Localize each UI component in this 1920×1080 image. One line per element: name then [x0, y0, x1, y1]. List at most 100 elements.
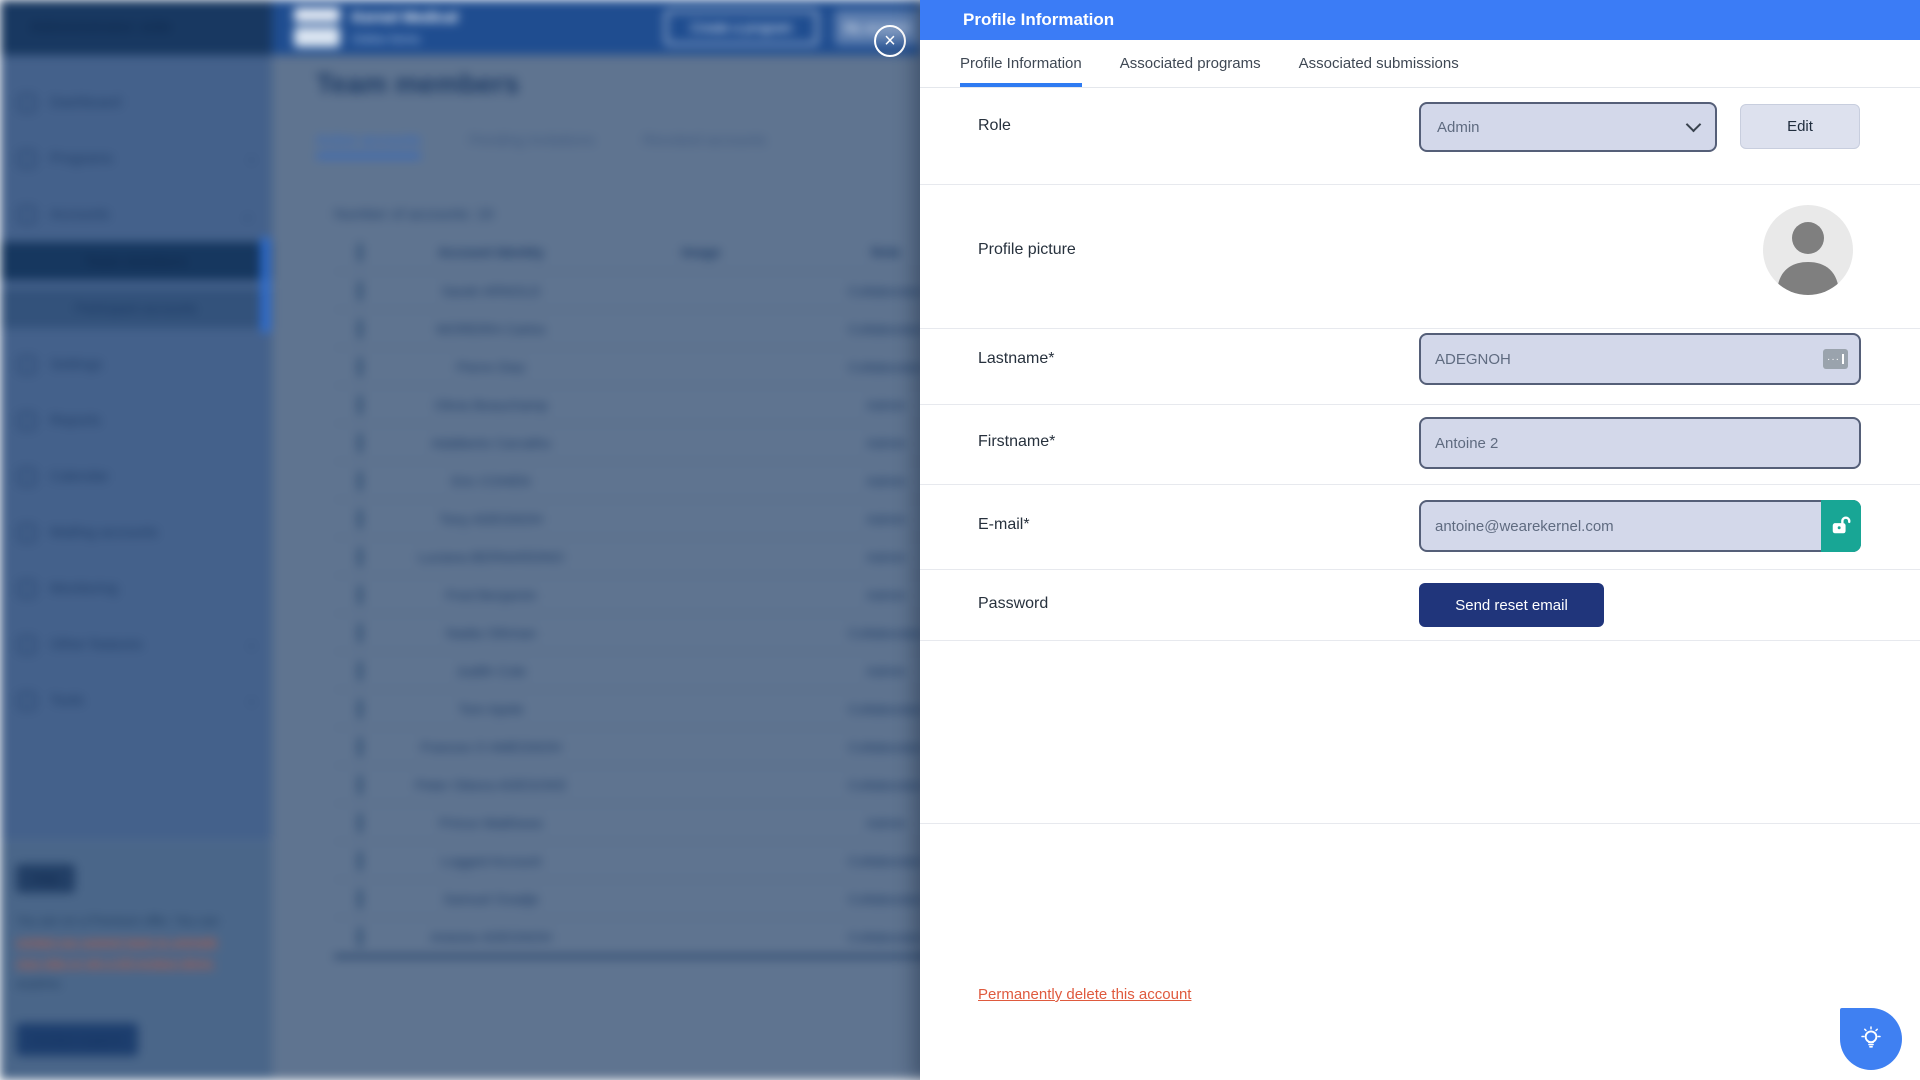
- row-checkbox[interactable]: [358, 508, 362, 529]
- divider: [920, 328, 1920, 329]
- firstname-input[interactable]: [1419, 417, 1861, 469]
- email-lock-button[interactable]: [1821, 500, 1861, 552]
- sidebar-item[interactable]: Reports: [0, 393, 272, 449]
- contact-support-button[interactable]: Contact support: [16, 1023, 138, 1056]
- sidebar-item-icon: [18, 636, 36, 654]
- edit-role-button[interactable]: Edit: [1740, 104, 1860, 149]
- app-subtitle: Online forms: [352, 32, 421, 46]
- autofill-icon[interactable]: ···: [1823, 349, 1848, 369]
- row-checkbox[interactable]: [358, 622, 362, 643]
- row-checkbox[interactable]: [358, 736, 362, 757]
- table-row[interactable]: Olivia Beauchamp Admin: [334, 386, 974, 424]
- send-reset-email-button[interactable]: Send reset email: [1419, 583, 1604, 627]
- main-tab[interactable]: Revoked accounts: [642, 132, 767, 149]
- column-header-role: Role: [871, 245, 901, 260]
- divider: [920, 569, 1920, 570]
- topbar: Kernel Medical Online forms Create a pro…: [272, 0, 920, 55]
- table-row[interactable]: Frances O AMEGNOH Collaborator: [334, 728, 974, 766]
- lastname-label: Lastname*: [978, 350, 1055, 367]
- sidebar-item[interactable]: Tools ›: [0, 673, 272, 729]
- help-badge[interactable]: Help: [16, 864, 75, 893]
- chevron-icon: ›: [249, 636, 254, 654]
- divider: [920, 640, 1920, 641]
- table-row[interactable]: Tom Apele Collaborator: [334, 690, 974, 728]
- row-checkbox[interactable]: [358, 470, 362, 491]
- role-select[interactable]: Admin: [1419, 102, 1717, 152]
- row-checkbox[interactable]: [358, 698, 362, 719]
- row-checkbox[interactable]: [358, 432, 362, 453]
- sidebar-item[interactable]: Accounts ⌄: [0, 187, 272, 243]
- table-row[interactable]: Fred Benjamin Admin: [334, 576, 974, 614]
- password-label: Password: [978, 595, 1049, 612]
- table-row[interactable]: Judith Cole Admin: [334, 652, 974, 690]
- main-tab[interactable]: Active accounts: [316, 132, 422, 158]
- table-row[interactable]: Peter Obiora ADEGOKE Collaborator: [334, 766, 974, 804]
- row-checkbox[interactable]: [358, 888, 362, 909]
- row-role: Collaborator: [847, 890, 925, 907]
- sidebar-item[interactable]: Mailing accounts: [0, 505, 272, 561]
- table-row[interactable]: Adalberto Carvalho Admin: [334, 424, 974, 462]
- table-row[interactable]: Tony ADEGNOH Admin: [334, 500, 974, 538]
- email-input[interactable]: [1419, 500, 1861, 552]
- table-row[interactable]: Antoine ADEGNOH Collaborator: [334, 918, 974, 956]
- row-checkbox[interactable]: [358, 394, 362, 415]
- row-role: Collaborator: [847, 852, 925, 869]
- sidebar-item[interactable]: Other features ›: [0, 617, 272, 673]
- row-checkbox[interactable]: [358, 356, 362, 377]
- row-checkbox[interactable]: [358, 812, 362, 833]
- scrollbar-thumb[interactable]: [261, 237, 270, 333]
- help-text-line: anytime.: [16, 977, 64, 991]
- sidebar-item[interactable]: Monitoring: [0, 561, 272, 617]
- main-tab[interactable]: Pending invitations: [469, 132, 595, 149]
- table-row[interactable]: Prince Matthews Admin: [334, 804, 974, 842]
- help-text-line: contact our support team to upgrade: [16, 935, 218, 949]
- table-row[interactable]: Logged Account Collaborator: [334, 842, 974, 880]
- sidebar-item-label: Calendar: [50, 469, 109, 485]
- sidebar: Administrator side Dashboard Programs ›: [0, 0, 272, 1080]
- sidebar-item-participant-accounts[interactable]: Participant accounts: [0, 289, 272, 328]
- row-checkbox[interactable]: [358, 660, 362, 681]
- table-row[interactable]: Pierre Diaz Collaborator: [334, 348, 974, 386]
- panel-tabs: Profile Information Associated programs …: [920, 40, 1920, 88]
- close-dialog-button[interactable]: ×: [874, 25, 906, 57]
- table-row[interactable]: Luciana BERNARDINO Admin: [334, 538, 974, 576]
- sidebar-item[interactable]: Settings: [0, 337, 272, 393]
- delete-account-link[interactable]: Permanently delete this account: [978, 986, 1192, 1003]
- sidebar-item[interactable]: Dashboard: [0, 75, 272, 131]
- profile-picture-label: Profile picture: [978, 241, 1076, 258]
- row-name: Adalberto Carvalho: [431, 434, 551, 451]
- row-checkbox[interactable]: [358, 318, 362, 339]
- table-row[interactable]: Sarah ARNOLD Collaborator: [334, 272, 974, 310]
- create-program-button[interactable]: Create a program: [665, 10, 818, 45]
- row-checkbox[interactable]: [358, 280, 362, 301]
- row-checkbox[interactable]: [358, 584, 362, 605]
- row-role: Collaborator: [847, 738, 925, 755]
- table-row[interactable]: MOREIRA Carlos Collaborator: [334, 310, 974, 348]
- sidebar-item[interactable]: Calendar: [0, 449, 272, 505]
- sidebar-item-team-members[interactable]: Team members: [0, 242, 272, 280]
- row-role: Collaborator: [847, 700, 925, 717]
- sidebar-item-icon: [18, 468, 36, 486]
- panel-title: Profile Information: [963, 10, 1115, 29]
- table-row[interactable]: Eric COHEN Admin: [334, 462, 974, 500]
- panel-tab[interactable]: Associated submissions: [1298, 55, 1459, 72]
- row-checkbox[interactable]: [358, 774, 362, 795]
- table-row[interactable]: Nadia Othman Collaborator: [334, 614, 974, 652]
- sidebar-item[interactable]: Programs ›: [0, 131, 272, 187]
- table-row[interactable]: Samuel Ovadje Collaborator: [334, 880, 974, 918]
- header-checkbox[interactable]: [358, 243, 362, 262]
- sidebar-item-icon: [18, 524, 36, 542]
- help-fab-button[interactable]: [1840, 1008, 1902, 1070]
- row-checkbox[interactable]: [358, 546, 362, 567]
- main-tabs: Active accounts Pending invitations Revo…: [316, 132, 767, 158]
- chevron-icon: ›: [249, 150, 254, 168]
- sidebar-item-label: Monitoring: [50, 581, 118, 597]
- lastname-input[interactable]: [1419, 333, 1861, 385]
- row-checkbox[interactable]: [358, 926, 362, 947]
- panel-tab[interactable]: Profile Information: [960, 40, 1082, 87]
- row-checkbox[interactable]: [358, 850, 362, 871]
- table-header-row: Account Identity Image Role: [334, 234, 974, 272]
- row-name: Frances O AMEGNOH: [420, 738, 562, 755]
- panel-tab[interactable]: Associated programs: [1119, 55, 1261, 72]
- sidebar-brand: Administrator side: [0, 0, 272, 55]
